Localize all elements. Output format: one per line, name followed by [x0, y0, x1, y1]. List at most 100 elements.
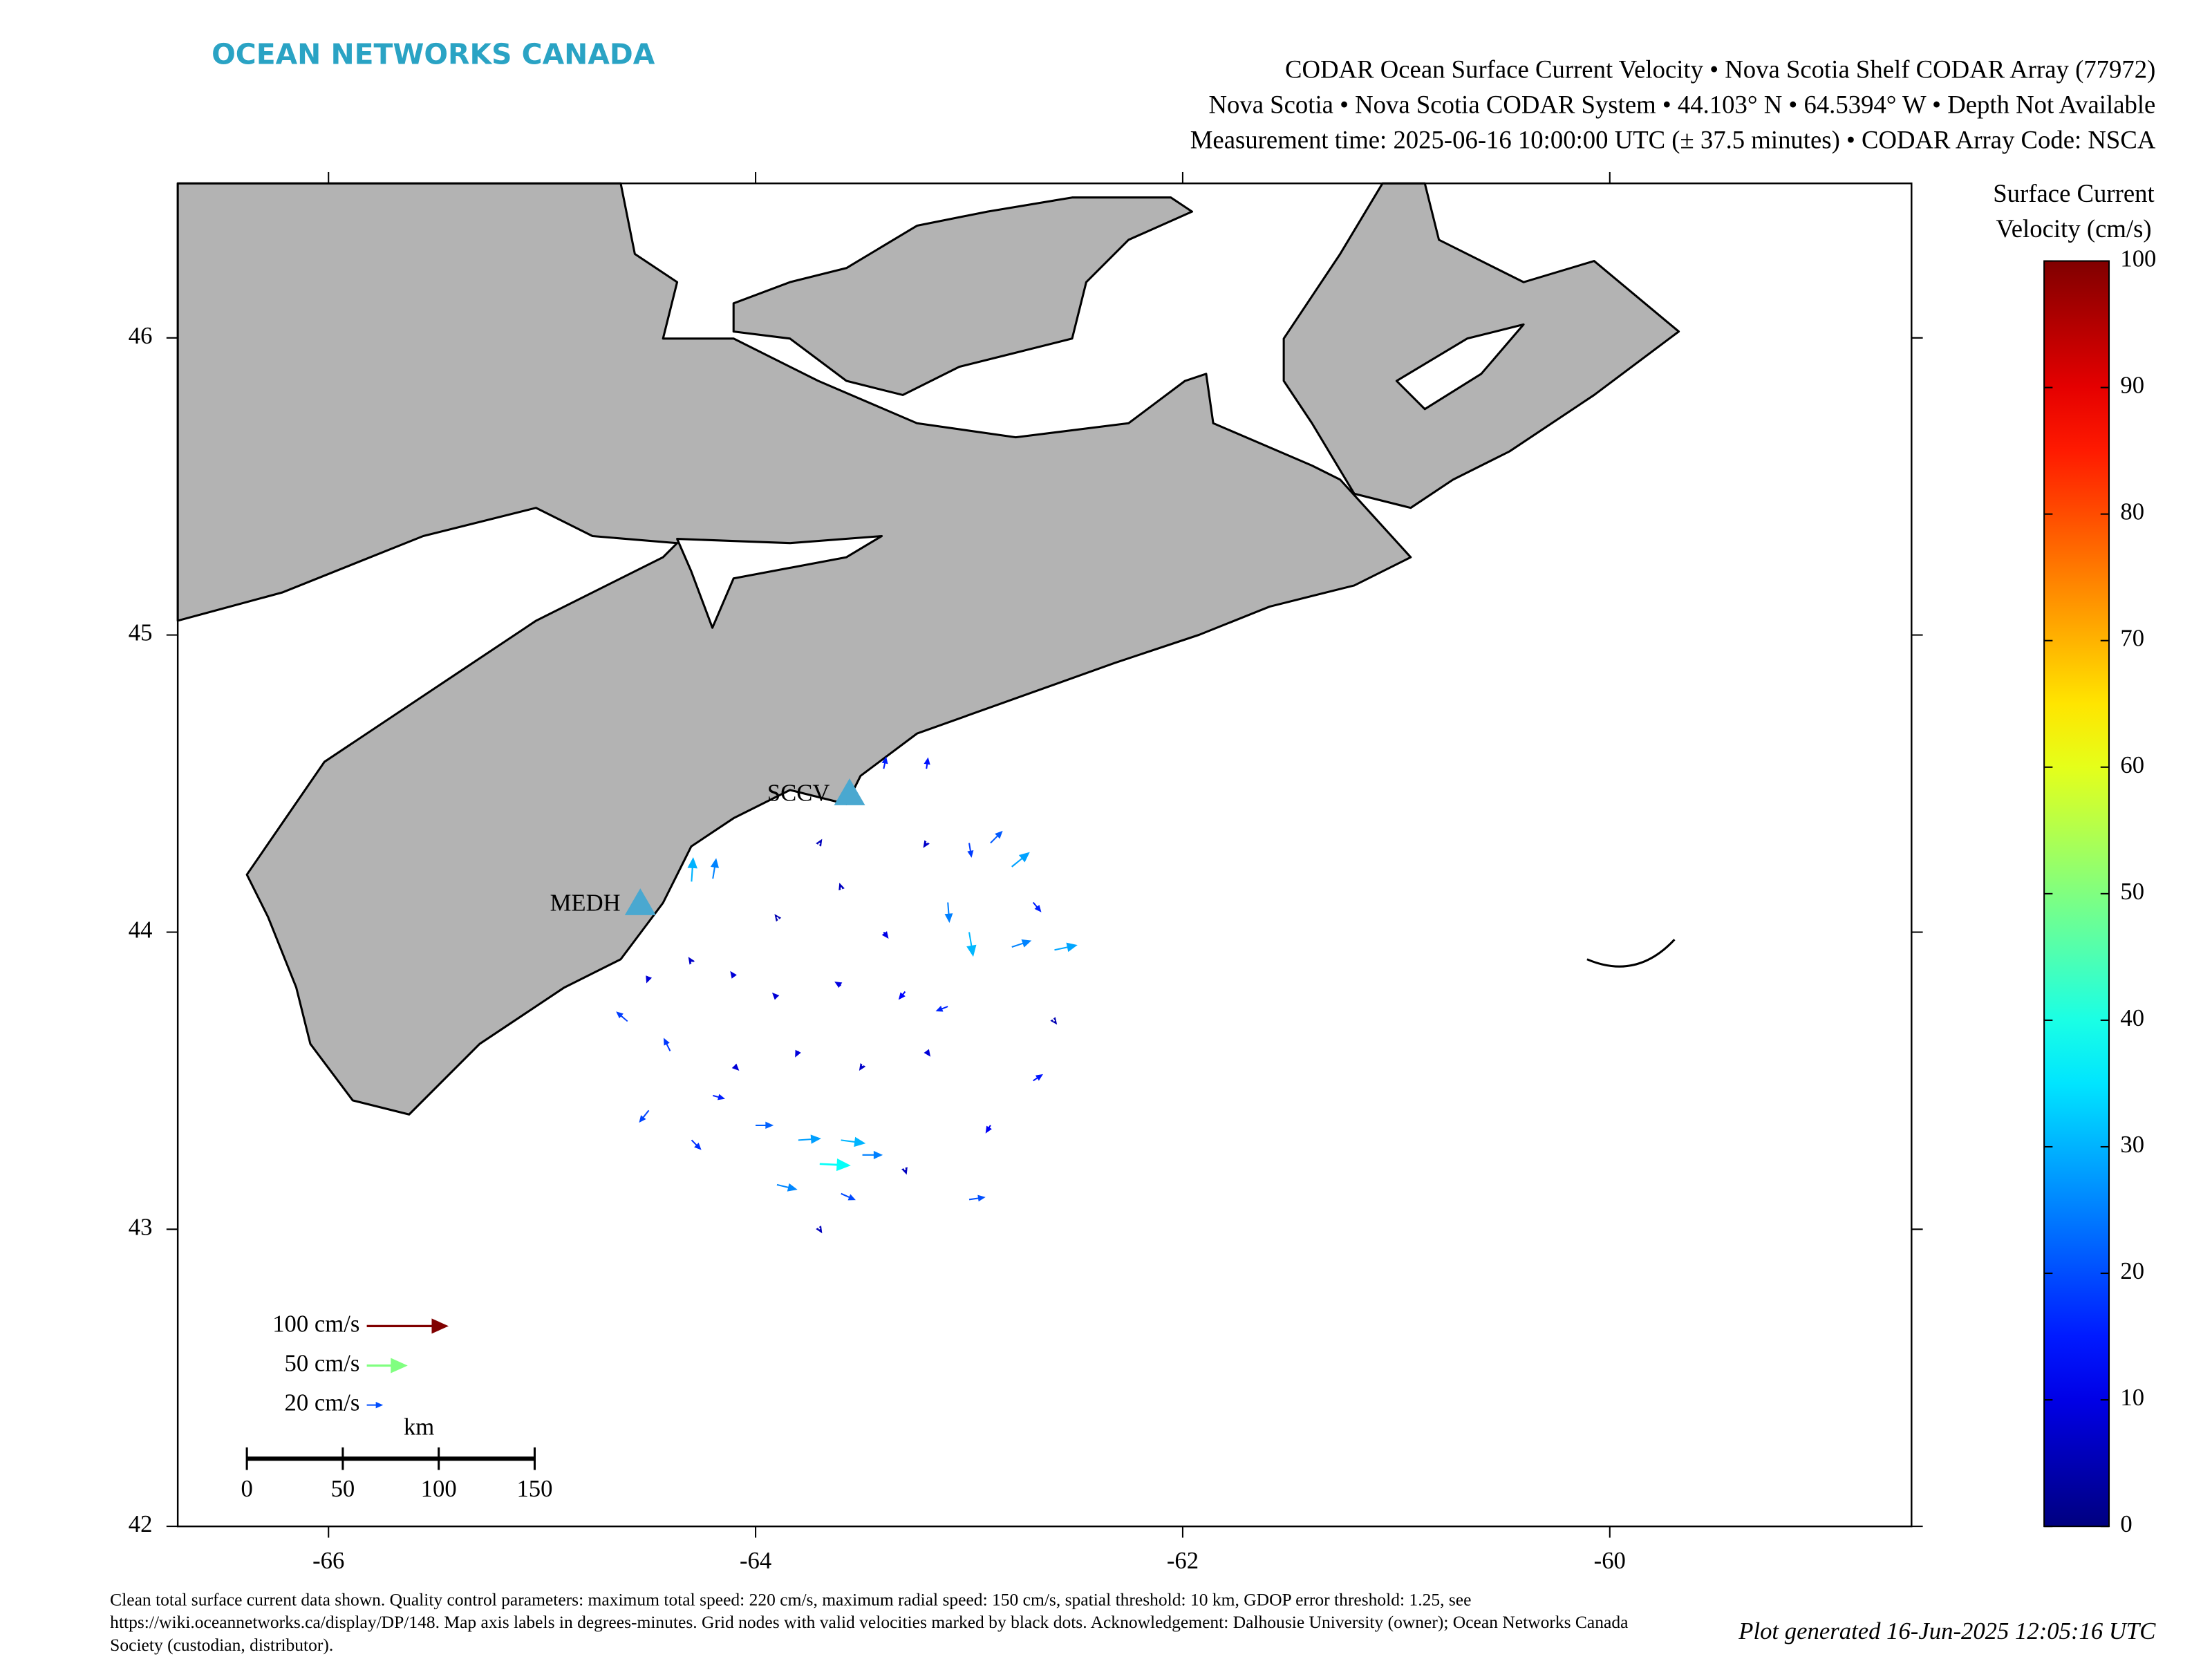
x-tick-label: -60	[1594, 1547, 1626, 1574]
reference-arrow	[366, 1358, 408, 1374]
colorbar-tick-label: 80	[2120, 498, 2144, 525]
y-tick-label: 45	[129, 619, 153, 646]
vector	[935, 1005, 948, 1012]
vector	[710, 858, 719, 879]
pei	[732, 196, 1194, 396]
map-frame	[176, 182, 1913, 1528]
vector	[924, 1049, 931, 1057]
vector	[691, 1139, 702, 1150]
vector	[838, 882, 845, 890]
colorbar-tick-label: 90	[2120, 372, 2144, 399]
x-tick-label: -62	[1167, 1547, 1199, 1574]
reference-label: 50 cm/s	[285, 1349, 360, 1376]
brand: OCEAN NETWORKS CANADA	[212, 38, 655, 71]
scale-tick-label: 100	[421, 1475, 457, 1502]
plot: -66 -64 -62 -60 42 43 44 45 46 SCCV MEDH 100 cm/s 50…	[129, 171, 1923, 1574]
vector	[730, 971, 737, 979]
vector	[1054, 942, 1078, 953]
vector	[1032, 901, 1042, 912]
vector	[966, 932, 977, 957]
colorbar-tick-label: 40	[2120, 1004, 2144, 1031]
vector	[731, 1063, 740, 1071]
land	[176, 182, 1680, 1116]
vector	[862, 1150, 883, 1159]
station	[834, 778, 865, 805]
vector	[1011, 939, 1032, 948]
vector	[1033, 1074, 1043, 1082]
y-tick-label: 46	[129, 322, 153, 349]
reference-label: 20 cm/s	[285, 1389, 360, 1416]
vector	[639, 1109, 650, 1123]
vector	[819, 1158, 851, 1172]
scale-title: km	[404, 1413, 434, 1440]
reference-arrow	[366, 1318, 449, 1334]
vector	[795, 1049, 801, 1058]
vector	[923, 840, 930, 848]
station	[624, 888, 656, 915]
basin	[676, 534, 883, 629]
scale-tick-label: 0	[241, 1475, 252, 1502]
reference-label: 100 cm/s	[272, 1310, 359, 1337]
vector	[859, 1062, 866, 1071]
mainland	[176, 182, 1412, 1116]
vector	[798, 1134, 821, 1144]
vector	[834, 982, 843, 988]
vector	[901, 1167, 908, 1175]
vector	[990, 830, 1003, 844]
vector	[881, 756, 888, 769]
vector	[816, 838, 823, 847]
vector	[881, 931, 889, 939]
title-line: Nova Scotia • Nova Scotia CODAR System •…	[1208, 91, 2155, 119]
x-tick-label: -66	[312, 1547, 344, 1574]
colorbar-tick-label: 20	[2120, 1257, 2144, 1284]
y-tick-label: 44	[129, 916, 153, 943]
colorbar-tick-label: 50	[2120, 878, 2144, 905]
footer-note-box: Clean total surface current data shown. …	[110, 1590, 1629, 1655]
vector	[1050, 1017, 1058, 1025]
vector	[816, 1226, 823, 1234]
colorbar-tick-label: 0	[2120, 1510, 2132, 1537]
title-line: Measurement time: 2025-06-16 10:00:00 UT…	[1190, 126, 2156, 154]
vector	[688, 957, 695, 965]
x-tick-label: -64	[740, 1547, 771, 1574]
vector	[756, 1121, 774, 1130]
vector	[841, 1192, 856, 1201]
colorbar-label: Surface Current	[1993, 179, 2154, 207]
vector	[771, 992, 780, 1000]
vector	[774, 914, 782, 922]
y-tick-label: 42	[129, 1510, 153, 1537]
vector	[924, 757, 930, 769]
vector	[664, 1038, 671, 1051]
colorbar-label: Velocity (cm/s)	[1996, 214, 2151, 243]
vector	[776, 1183, 798, 1192]
station-label: MEDH	[550, 890, 621, 917]
vector	[841, 1136, 866, 1147]
station-label: SCCV	[767, 780, 830, 807]
vector	[713, 1094, 725, 1100]
title-line: CODAR Ocean Surface Current Velocity • N…	[1285, 55, 2155, 84]
colorbar	[2043, 260, 2110, 1528]
colorbar-tick-label: 10	[2120, 1384, 2144, 1411]
vector	[968, 1194, 986, 1202]
vector	[687, 857, 697, 882]
vector	[985, 1125, 992, 1134]
colorbar-tick-label: 60	[2120, 751, 2144, 778]
reference-arrow	[366, 1401, 384, 1409]
generated: Plot generated 16-Jun-2025 12:05:16 UTC	[1738, 1618, 2156, 1644]
colorbar-tick-label: 70	[2120, 625, 2144, 652]
vector	[898, 991, 906, 1000]
scale-tick-label: 150	[516, 1475, 552, 1502]
scale-tick-label: 50	[331, 1475, 355, 1502]
vector	[1011, 852, 1030, 868]
footer-note: Clean total surface current data shown. …	[110, 1590, 1629, 1655]
lake	[1395, 323, 1525, 411]
sable-island	[1586, 939, 1676, 968]
colorbar-tick-label: 30	[2120, 1131, 2144, 1158]
y-tick-label: 43	[129, 1213, 153, 1240]
vector	[944, 902, 953, 924]
vector	[646, 975, 653, 984]
colorbar-tick-label: 100	[2120, 245, 2156, 272]
vector	[616, 1011, 628, 1022]
